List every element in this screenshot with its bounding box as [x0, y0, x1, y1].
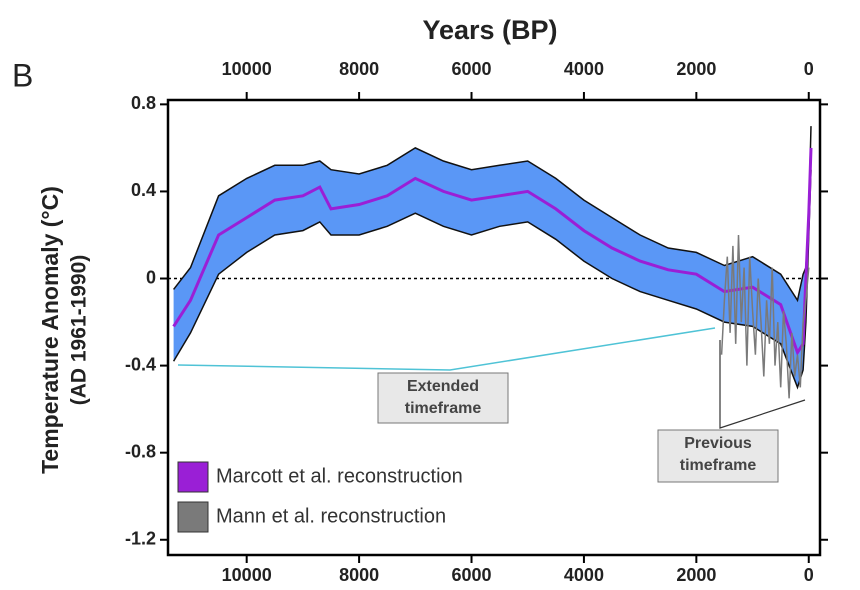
x-tick-label: 2000	[676, 59, 716, 79]
y-tick-label: 0	[146, 267, 156, 287]
y-tick-label: -0.8	[125, 441, 156, 461]
legend-swatch	[177, 501, 209, 533]
series-line	[720, 234, 810, 399]
y-tick-label: -1.2	[125, 529, 156, 549]
x-tick-label: 4000	[564, 59, 604, 79]
y-axis-title: (AD 1961-1990)	[68, 255, 91, 406]
y-axis-title: Temperature Anomaly (°C)	[37, 186, 63, 474]
panel-label: B	[12, 57, 33, 93]
plot-frame	[166, 98, 822, 557]
series-line	[172, 147, 813, 356]
x-tick-label: 2000	[676, 565, 716, 585]
annotation-text: timeframe	[405, 400, 482, 417]
legend-swatch	[177, 461, 209, 493]
annotation-box	[377, 372, 509, 424]
y-tick-label: 0.4	[131, 180, 156, 200]
x-tick-label: 4000	[564, 565, 604, 585]
y-tick-label: 0.8	[131, 93, 156, 113]
x-tick-label: 8000	[339, 565, 379, 585]
annotation-text: timeframe	[680, 457, 757, 474]
x-tick-label: 0	[804, 59, 814, 79]
uncertainty-band	[173, 126, 812, 388]
legend-label: Mann et al. reconstruction	[216, 505, 446, 527]
x-tick-label: 10000	[222, 59, 272, 79]
x-tick-label: 0	[804, 565, 814, 585]
x-tick-label: 10000	[222, 565, 272, 585]
band-edge	[173, 126, 812, 303]
callout-line	[719, 340, 806, 429]
x-tick-label: 6000	[451, 565, 491, 585]
annotation-text: Extended	[407, 378, 479, 395]
x-axis-title: Years (BP)	[422, 15, 557, 45]
y-tick-label: -0.4	[125, 354, 156, 374]
annotation-box	[657, 429, 779, 483]
annotation-text: Previous	[684, 435, 752, 452]
x-tick-label: 6000	[451, 59, 491, 79]
legend-label: Marcott et al. reconstruction	[216, 465, 463, 487]
callout-line	[177, 327, 716, 371]
x-tick-label: 8000	[339, 59, 379, 79]
